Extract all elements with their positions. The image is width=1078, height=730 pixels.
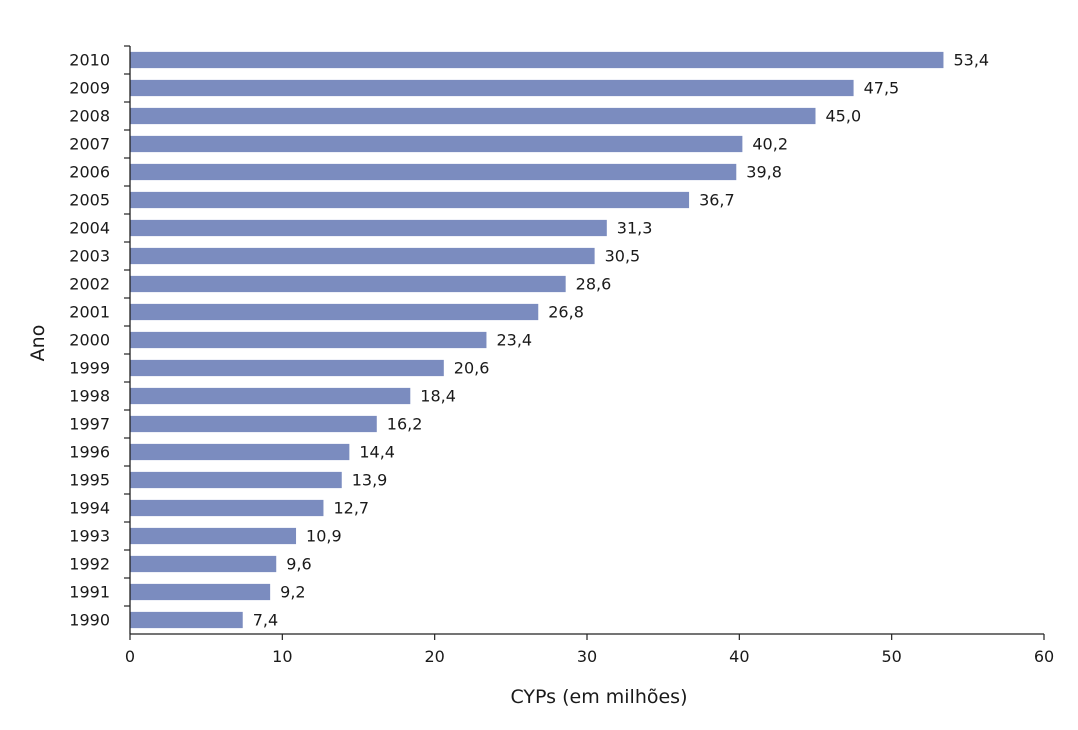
- bar: [130, 387, 411, 405]
- category-label: 1996: [69, 443, 110, 462]
- bar: [130, 163, 737, 181]
- data-label: 40,2: [752, 135, 788, 154]
- x-tick-label: 30: [577, 647, 597, 666]
- bar: [130, 471, 342, 489]
- bar: [130, 555, 277, 573]
- category-label: 1999: [69, 359, 110, 378]
- bar: [130, 499, 324, 517]
- bar: [130, 611, 243, 629]
- data-label: 53,4: [953, 51, 989, 70]
- bar: [130, 51, 944, 69]
- x-tick-label: 60: [1034, 647, 1054, 666]
- data-label: 9,6: [286, 555, 311, 574]
- x-tick-label: 50: [881, 647, 901, 666]
- x-tick-label: 10: [272, 647, 292, 666]
- bar: [130, 191, 690, 209]
- data-label: 9,2: [280, 583, 305, 602]
- data-label: 28,6: [576, 275, 612, 294]
- data-label: 23,4: [496, 331, 532, 350]
- data-label: 7,4: [253, 611, 278, 630]
- data-label: 30,5: [605, 247, 641, 266]
- bar: [130, 79, 854, 97]
- bar: [130, 443, 350, 461]
- value-labels: 53,4 47,545,0 40,2 39,8 36,7 31,3 30,5 28,6 26,8…: [253, 51, 989, 630]
- bar: [130, 303, 539, 321]
- category-label: 1997: [69, 415, 110, 434]
- category-label: 2007: [69, 135, 110, 154]
- data-label: 14,4: [359, 443, 395, 462]
- data-label: 45,0: [826, 107, 862, 126]
- x-tick-label: 40: [729, 647, 749, 666]
- x-tick-label: 20: [424, 647, 444, 666]
- category-label: 2009: [69, 79, 110, 98]
- category-label: 1993: [69, 527, 110, 546]
- data-label: 26,8: [548, 303, 584, 322]
- data-label: 47,5: [864, 79, 900, 98]
- bar: [130, 107, 816, 125]
- bar: [130, 527, 297, 545]
- category-label: 2000: [69, 331, 110, 350]
- data-label: 13,9: [352, 471, 388, 490]
- data-label: 39,8: [746, 163, 782, 182]
- data-label: 18,4: [420, 387, 456, 406]
- data-label: 12,7: [333, 499, 369, 518]
- axes-group: 0 10 20 30 40 50 60: [124, 45, 1054, 666]
- bar: [130, 583, 271, 601]
- data-label: 16,2: [387, 415, 423, 434]
- category-label: 1994: [69, 499, 110, 518]
- bar: [130, 219, 607, 237]
- bar: [130, 247, 595, 265]
- bar: [130, 135, 743, 153]
- data-label: 31,3: [617, 219, 653, 238]
- category-label: 2010: [69, 51, 110, 70]
- category-label: 1992: [69, 555, 110, 574]
- category-label: 2008: [69, 107, 110, 126]
- category-label: 2006: [69, 163, 110, 182]
- bar: [130, 359, 444, 377]
- data-label: 10,9: [306, 527, 342, 546]
- category-labels: 2010 2009 2008 2007 2006 2005 2004 2003 2002 2001…: [69, 51, 110, 630]
- bar: [130, 275, 566, 293]
- y-axis-label: Ano: [27, 325, 49, 362]
- data-label: 20,6: [454, 359, 490, 378]
- data-label: 36,7: [699, 191, 735, 210]
- bars-group: [130, 51, 944, 629]
- category-label: 2001: [69, 303, 110, 322]
- x-axis-label: CYPs (em milhões): [511, 686, 688, 708]
- category-label: 2004: [69, 219, 110, 238]
- x-tick-label: 0: [125, 647, 135, 666]
- category-label: 2005: [69, 191, 110, 210]
- category-label: 1995: [69, 471, 110, 490]
- category-label: 1990: [69, 611, 110, 630]
- category-label: 2003: [69, 247, 110, 266]
- bar: [130, 331, 487, 349]
- category-label: 1998: [69, 387, 110, 406]
- category-label: 1991: [69, 583, 110, 602]
- category-label: 2002: [69, 275, 110, 294]
- bar: [130, 415, 377, 433]
